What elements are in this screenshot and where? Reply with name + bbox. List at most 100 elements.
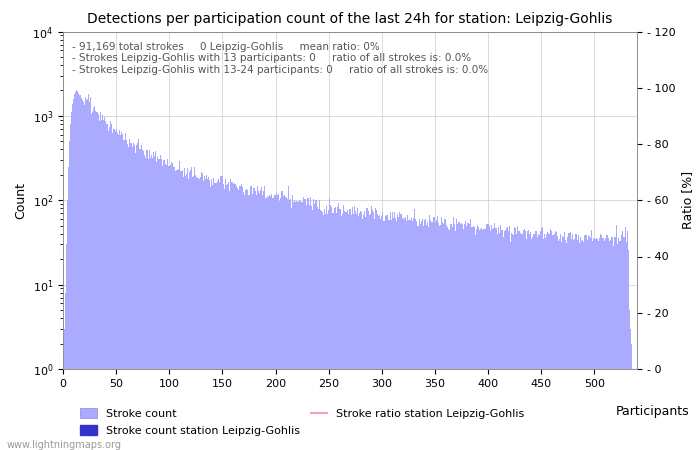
Bar — [310, 198, 312, 450]
Bar — [72, 104, 73, 450]
Bar — [544, 234, 545, 450]
Bar — [346, 212, 347, 450]
Bar — [320, 210, 321, 450]
Bar — [356, 214, 357, 450]
Bar — [400, 214, 402, 450]
Bar — [332, 213, 333, 450]
Bar — [631, 344, 632, 450]
Bar — [433, 217, 435, 450]
Bar — [89, 102, 90, 450]
Bar — [285, 197, 286, 450]
Bar — [488, 224, 489, 450]
Bar — [622, 230, 623, 450]
Bar — [537, 237, 538, 450]
Bar — [409, 220, 410, 450]
Bar — [477, 225, 478, 450]
Bar — [431, 222, 433, 450]
Bar — [425, 219, 426, 450]
Bar — [482, 230, 484, 450]
Bar — [117, 133, 118, 450]
Bar — [560, 234, 561, 450]
Bar — [254, 188, 255, 450]
Bar — [614, 237, 615, 450]
Bar — [130, 143, 132, 450]
Bar — [424, 220, 425, 450]
Bar — [611, 237, 612, 450]
Bar — [410, 220, 411, 450]
Bar — [438, 223, 439, 450]
Bar — [390, 212, 391, 450]
Bar — [262, 195, 263, 450]
Bar — [556, 236, 558, 450]
Bar — [507, 227, 508, 450]
Bar — [451, 225, 452, 450]
Bar — [321, 211, 322, 450]
Bar — [283, 196, 284, 450]
Bar — [373, 212, 374, 450]
Bar — [246, 189, 247, 450]
Bar — [300, 202, 302, 450]
Bar — [261, 187, 262, 450]
Bar — [225, 179, 226, 450]
Bar — [599, 238, 601, 450]
Bar — [576, 234, 577, 450]
Bar — [293, 202, 294, 450]
Bar — [125, 133, 126, 450]
Bar — [343, 205, 344, 450]
Bar — [417, 225, 419, 450]
Bar — [340, 209, 341, 450]
Bar — [106, 124, 107, 450]
Bar — [539, 235, 540, 450]
Bar — [210, 187, 211, 450]
Bar — [579, 243, 580, 450]
Bar — [309, 205, 310, 450]
Bar — [365, 217, 367, 450]
Bar — [470, 227, 472, 450]
Bar — [260, 190, 261, 450]
Bar — [154, 156, 155, 450]
Bar — [116, 130, 117, 450]
Bar — [353, 214, 354, 450]
Bar — [564, 232, 566, 450]
Bar — [630, 329, 631, 450]
Bar — [205, 179, 206, 450]
Bar — [391, 220, 392, 450]
Bar — [137, 143, 138, 450]
Bar — [367, 208, 368, 450]
Bar — [618, 238, 620, 450]
Bar — [523, 230, 524, 450]
Bar — [195, 175, 197, 450]
Bar — [126, 140, 127, 450]
Bar — [187, 167, 188, 450]
Bar — [349, 209, 351, 450]
Bar — [372, 210, 373, 450]
Bar — [277, 195, 279, 450]
Bar — [597, 239, 598, 450]
Bar — [76, 90, 77, 450]
Bar — [211, 180, 212, 450]
Bar — [575, 234, 576, 450]
Bar — [328, 210, 329, 450]
Bar — [119, 130, 120, 450]
Bar — [99, 112, 101, 450]
Bar — [594, 239, 595, 450]
Bar — [307, 198, 308, 450]
Bar — [494, 224, 495, 450]
Bar — [377, 215, 378, 450]
Bar — [258, 191, 259, 450]
Bar — [245, 189, 246, 450]
Bar — [189, 172, 190, 450]
Bar — [331, 207, 332, 450]
Bar — [90, 97, 91, 450]
Bar — [73, 99, 74, 450]
Bar — [279, 201, 281, 450]
Bar — [574, 239, 575, 450]
Bar — [395, 218, 396, 450]
Bar — [508, 231, 509, 450]
Bar — [172, 163, 173, 450]
Bar — [298, 201, 300, 450]
Bar — [168, 166, 169, 450]
Bar — [237, 188, 238, 450]
Bar — [375, 207, 376, 450]
Bar — [629, 310, 630, 450]
